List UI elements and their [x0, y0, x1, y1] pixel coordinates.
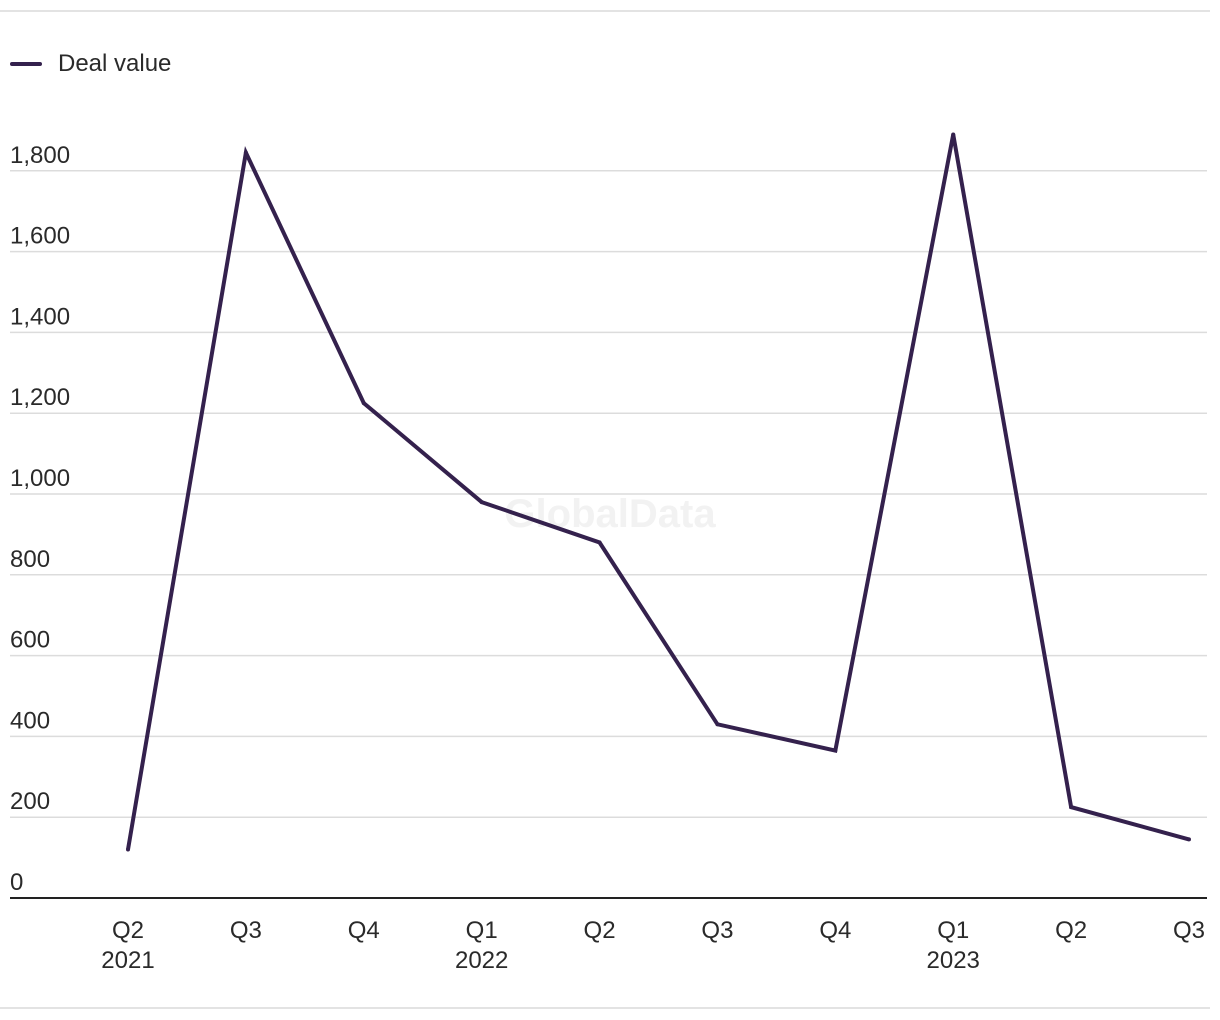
x-tick-label: Q2: [1055, 917, 1087, 944]
x-tick-label: Q1: [937, 917, 969, 944]
bottom-divider: [0, 1007, 1210, 1009]
data-point: [1187, 837, 1191, 842]
legend-swatch: [10, 62, 42, 66]
y-tick-label: 1,400: [10, 303, 70, 330]
x-tick-label: Q3: [1173, 917, 1205, 944]
x-group-label: 2023: [927, 947, 980, 974]
y-tick-label: 0: [10, 869, 23, 896]
series-line-deal-value: [126, 134, 1190, 850]
gridlines: [10, 170, 1207, 818]
data-point: [833, 748, 838, 753]
x-tick-label: Q2: [112, 917, 144, 944]
x-tick-label: Q1: [466, 917, 498, 944]
x-group-label: 2021: [101, 947, 154, 974]
y-tick-label: 1,200: [10, 384, 70, 411]
y-tick-label: 1,800: [10, 142, 70, 169]
x-tick-label: Q3: [701, 917, 733, 944]
x-axis-labels: Q2 2021 Q3 Q4 Q1 2022 Q2 Q3 Q4 Q1 2023 Q2 Q3: [101, 917, 1205, 974]
data-point: [479, 500, 484, 505]
x-tick-label: Q3: [230, 917, 262, 944]
y-tick-label: 800: [10, 546, 50, 573]
data-point: [1069, 805, 1074, 810]
x-tick-label: Q2: [584, 917, 616, 944]
y-axis-labels: 0 200 400 600 800 1,000 1,200 1,400 1,600 1,800: [10, 142, 70, 896]
data-point: [715, 722, 720, 727]
data-point: [951, 132, 956, 137]
y-tick-label: 1,000: [10, 465, 70, 492]
series-points: [126, 132, 1191, 852]
x-tick-label: Q4: [348, 917, 380, 944]
data-point: [243, 150, 248, 155]
y-tick-label: 1,600: [10, 223, 70, 250]
x-group-label: 2022: [455, 947, 508, 974]
y-tick-label: 600: [10, 627, 50, 654]
top-divider: [0, 10, 1210, 12]
legend-label: Deal value: [58, 50, 172, 77]
data-point: [126, 847, 130, 852]
data-point: [361, 401, 366, 406]
legend: Deal value: [10, 50, 171, 78]
data-point: [597, 540, 602, 545]
y-tick-label: 200: [10, 788, 50, 815]
y-tick-label: 400: [10, 707, 50, 734]
x-tick-label: Q4: [819, 917, 851, 944]
watermark: GlobalData: [504, 492, 716, 536]
